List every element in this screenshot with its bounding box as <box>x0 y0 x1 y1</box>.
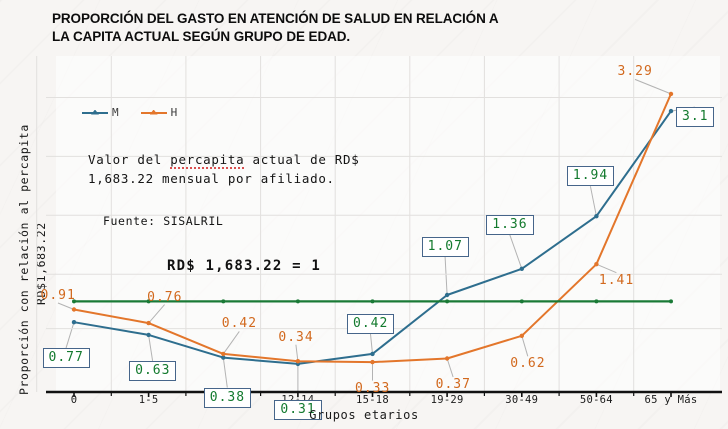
value-label-h-2: 0.42 <box>221 316 258 332</box>
value-label-m-3: 0.31 <box>274 399 322 420</box>
value-label-h-5: 0.37 <box>435 376 471 392</box>
value-label-h-1: 0.76 <box>147 289 183 305</box>
annotation-source: Fuente: SISALRIL <box>103 214 224 228</box>
annotation-percapita-note: Valor del percapita actual de RD$ 1,683.… <box>88 150 359 188</box>
page-title: PROPORCIÓN DEL GASTO EN ATENCIÓN DE SALU… <box>52 11 499 44</box>
plot-area-background <box>56 56 720 392</box>
legend-label-h: H <box>170 106 178 119</box>
legend-swatch-m-icon <box>82 111 108 114</box>
value-label-h-7: 1.41 <box>598 272 635 288</box>
legend-item-m[interactable]: M <box>82 106 119 119</box>
x-tick-label-7: 50-64 <box>579 394 613 406</box>
x-tick-label-1: 1-5 <box>138 394 159 406</box>
value-label-m-7: 1.94 <box>566 166 615 187</box>
x-tick-label-4: 15-18 <box>355 394 390 406</box>
value-label-m-4: 0.42 <box>347 313 395 334</box>
value-label-m-8: 3.1 <box>676 107 715 128</box>
legend-item-h[interactable]: H <box>140 106 178 119</box>
value-label-m-5: 1.07 <box>421 237 469 258</box>
x-tick-label-6: 30-49 <box>505 394 539 406</box>
x-tick-label-5: 19-29 <box>430 394 464 406</box>
gridlines <box>36 56 722 392</box>
note-text-pre: Valor del <box>88 152 171 167</box>
value-label-m-0: 0.77 <box>42 348 90 369</box>
x-axis-title: Grupos etarios <box>309 408 419 422</box>
x-tick-label-8: 65 y Más <box>644 394 698 406</box>
value-label-m-2: 0.38 <box>203 387 252 408</box>
value-label-m-1: 0.63 <box>129 360 177 381</box>
value-label-m-6: 1.36 <box>486 214 534 235</box>
series-layer <box>71 91 674 367</box>
value-label-h-4: 0.33 <box>355 380 391 396</box>
value-label-h-8: 3.29 <box>617 64 653 80</box>
legend: M H <box>82 106 177 119</box>
value-label-h-0: 0.91 <box>40 288 76 304</box>
value-label-h-3: 0.34 <box>278 329 314 345</box>
legend-swatch-h-icon <box>140 111 167 114</box>
legend-label-m: M <box>112 106 119 119</box>
note-text-line2: 1,683.22 mensual por afiliado. <box>88 171 335 186</box>
x-axis-ticks <box>73 392 672 397</box>
note-text-post: actual de RD$ <box>244 152 360 167</box>
value-label-h-6: 0.62 <box>510 356 546 372</box>
annotation-equation: RD$ 1,683.22 = 1 <box>167 258 322 274</box>
note-text-misspelled: percapita <box>170 152 245 169</box>
x-tick-label-0: 0 <box>70 394 78 406</box>
